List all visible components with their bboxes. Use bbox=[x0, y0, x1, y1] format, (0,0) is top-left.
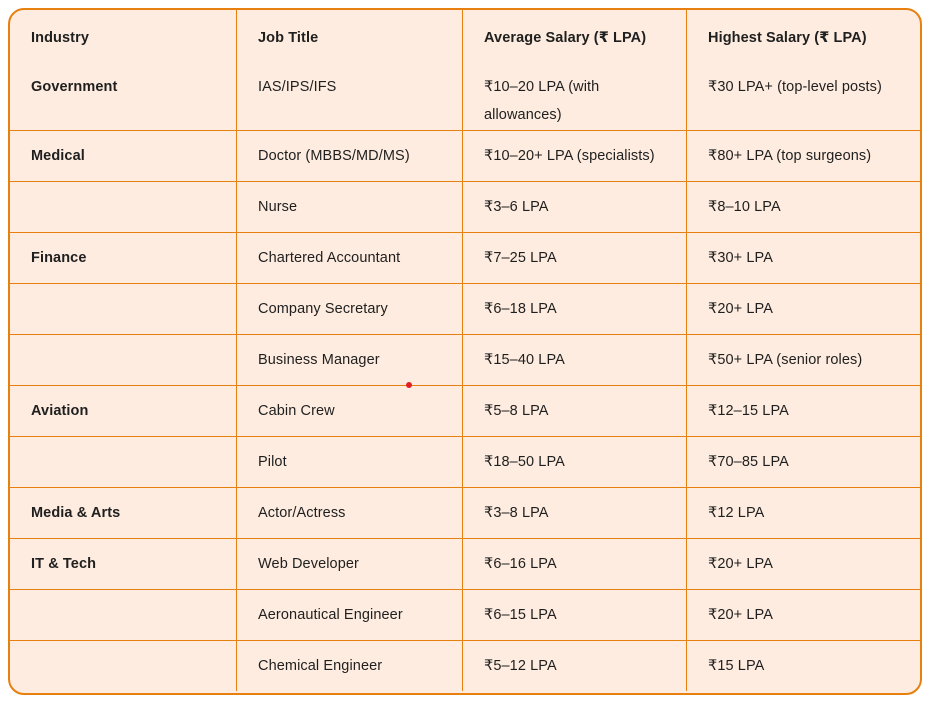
industry-value: Finance bbox=[10, 233, 237, 283]
highest-salary-value: ₹12 LPA bbox=[708, 505, 765, 521]
table-row: Media & Arts Actor/Actress ₹3–8 LPA ₹12 … bbox=[10, 487, 920, 538]
job-title-value: Aeronautical Engineer bbox=[237, 590, 463, 640]
cell-industry: Industry Government bbox=[10, 10, 237, 130]
job-title-value: Actor/Actress bbox=[237, 488, 463, 538]
average-salary-value: ₹7–25 LPA bbox=[463, 233, 687, 283]
highest-salary-value: ₹8–10 LPA bbox=[708, 199, 781, 215]
job-title-value: Doctor (MBBS/MD/MS) bbox=[237, 131, 463, 181]
highest-salary-value: ₹30 LPA+ (top-level posts) bbox=[708, 79, 882, 95]
highest-salary-value: ₹20+ LPA bbox=[708, 607, 773, 623]
industry-value bbox=[10, 641, 237, 691]
job-title-value: Nurse bbox=[237, 182, 463, 232]
average-salary-value: ₹3–6 LPA bbox=[463, 182, 687, 232]
industry-value: Government bbox=[31, 79, 118, 95]
table-header-block: Industry Government Job Title IAS/IPS/IF… bbox=[10, 10, 920, 130]
cell-highest-salary: Highest Salary (₹ LPA) ₹30 LPA+ (top-lev… bbox=[687, 10, 920, 130]
industry-value bbox=[10, 335, 237, 385]
average-salary-value: ₹5–8 LPA bbox=[463, 386, 687, 436]
table-row: Company Secretary ₹6–18 LPA ₹20+ LPA bbox=[10, 283, 920, 334]
industry-value bbox=[10, 182, 237, 232]
cell-job-title: Job Title IAS/IPS/IFS bbox=[237, 10, 463, 130]
average-salary-value: ₹15–40 LPA bbox=[463, 335, 687, 385]
column-header-industry: Industry bbox=[31, 30, 89, 46]
highest-salary-value: ₹50+ LPA (senior roles) bbox=[708, 352, 863, 368]
table-row: Business Manager ₹15–40 LPA ₹50+ LPA (se… bbox=[10, 334, 920, 385]
job-title-value: Web Developer bbox=[237, 539, 463, 589]
industry-value bbox=[10, 284, 237, 334]
salary-table-card: Industry Government Job Title IAS/IPS/IF… bbox=[8, 8, 922, 695]
average-salary-value: ₹5–12 LPA bbox=[463, 641, 687, 691]
average-salary-value: ₹10–20 LPA (with allowances) bbox=[484, 79, 600, 123]
column-header-average-salary: Average Salary (₹ LPA) bbox=[484, 30, 647, 46]
table-row: Aviation Cabin Crew ₹5–8 LPA ₹12–15 LPA bbox=[10, 385, 920, 436]
table-row: Aeronautical Engineer ₹6–15 LPA ₹20+ LPA bbox=[10, 589, 920, 640]
average-salary-value: ₹10–20+ LPA (specialists) bbox=[463, 131, 687, 181]
table-row: Medical Doctor (MBBS/MD/MS) ₹10–20+ LPA … bbox=[10, 130, 920, 181]
highest-salary-value: ₹20+ LPA bbox=[708, 556, 773, 572]
highest-salary-value: ₹15 LPA bbox=[708, 658, 765, 674]
average-salary-value: ₹6–18 LPA bbox=[463, 284, 687, 334]
average-salary-value: ₹3–8 LPA bbox=[463, 488, 687, 538]
table-row: Finance Chartered Accountant ₹7–25 LPA ₹… bbox=[10, 232, 920, 283]
table-row: Chemical Engineer ₹5–12 LPA ₹15 LPA bbox=[10, 640, 920, 691]
job-title-value: Business Manager bbox=[237, 335, 463, 385]
highest-salary-value: ₹12–15 LPA bbox=[708, 403, 789, 419]
column-header-job-title: Job Title bbox=[258, 30, 319, 46]
highest-salary-value: ₹20+ LPA bbox=[708, 301, 773, 317]
average-salary-value: ₹6–16 LPA bbox=[463, 539, 687, 589]
job-title-value: Chartered Accountant bbox=[237, 233, 463, 283]
highest-salary-value: ₹30+ LPA bbox=[708, 250, 773, 266]
job-title-value: Chemical Engineer bbox=[237, 641, 463, 691]
job-title-value: Cabin Crew bbox=[237, 386, 463, 436]
job-title-value: IAS/IPS/IFS bbox=[258, 79, 337, 95]
job-title-value: Company Secretary bbox=[237, 284, 463, 334]
industry-value: Aviation bbox=[10, 386, 237, 436]
column-header-highest-salary: Highest Salary (₹ LPA) bbox=[708, 30, 867, 46]
highest-salary-value: ₹70–85 LPA bbox=[708, 454, 789, 470]
industry-value: Medical bbox=[10, 131, 237, 181]
average-salary-value: ₹6–15 LPA bbox=[463, 590, 687, 640]
cell-average-salary: Average Salary (₹ LPA) ₹10–20 LPA (with … bbox=[463, 10, 687, 130]
table-row: IT & Tech Web Developer ₹6–16 LPA ₹20+ L… bbox=[10, 538, 920, 589]
industry-value bbox=[10, 437, 237, 487]
industry-value bbox=[10, 590, 237, 640]
average-salary-value: ₹18–50 LPA bbox=[463, 437, 687, 487]
table-row: Pilot ₹18–50 LPA ₹70–85 LPA bbox=[10, 436, 920, 487]
industry-value: Media & Arts bbox=[10, 488, 237, 538]
job-title-value: Pilot bbox=[237, 437, 463, 487]
industry-value: IT & Tech bbox=[10, 539, 237, 589]
table-row: Nurse ₹3–6 LPA ₹8–10 LPA bbox=[10, 181, 920, 232]
highest-salary-value: ₹80+ LPA (top surgeons) bbox=[708, 148, 872, 164]
red-dot-marker bbox=[406, 382, 412, 388]
